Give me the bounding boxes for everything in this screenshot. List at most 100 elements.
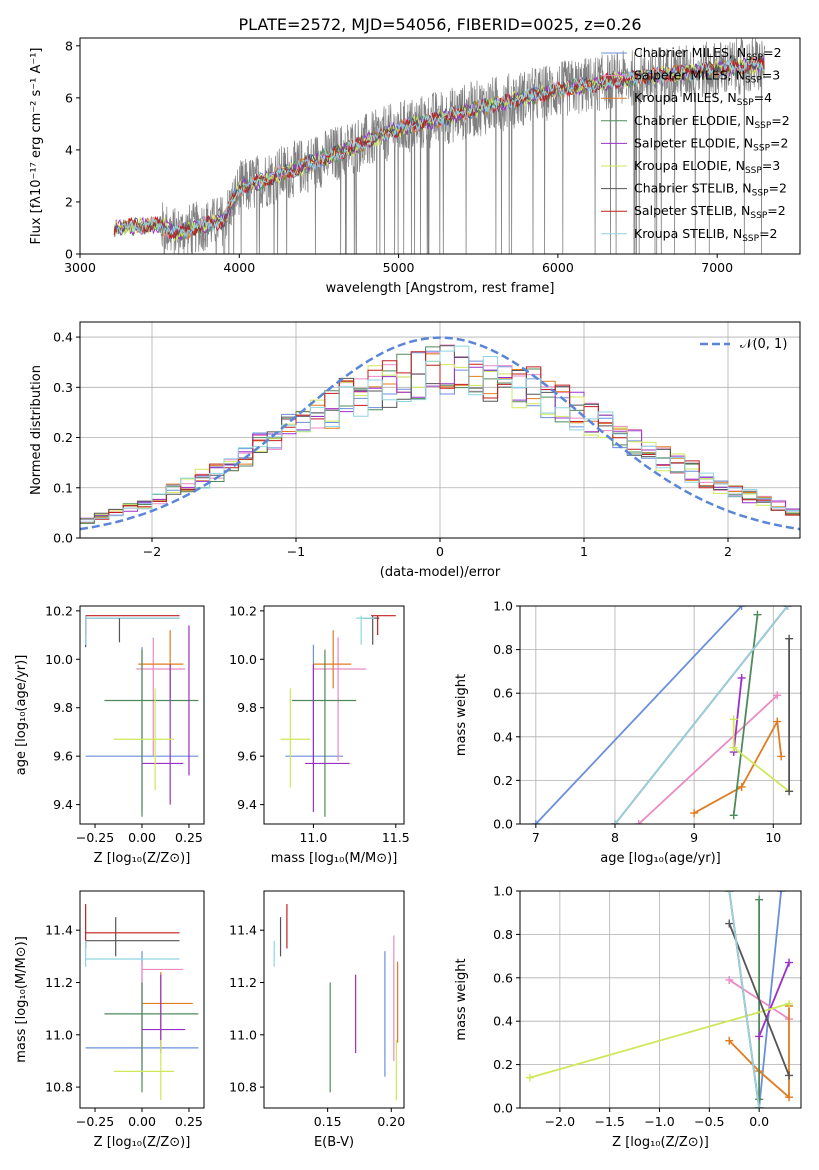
histogram-salpeter_elodie	[80, 357, 800, 519]
y-axis-label: age [log₁₀(age/yr)]	[14, 655, 29, 776]
y-tick-label: 1.0	[493, 884, 513, 899]
weight-marker	[785, 1093, 794, 1102]
y-tick-label: 10.0	[45, 652, 73, 667]
histogram-salpeter_miles	[80, 344, 800, 524]
y-tick-label: 9.8	[53, 700, 73, 715]
y-tick-label: 10.0	[229, 652, 257, 667]
x-axis-label: age [log₁₀(age/yr)]	[600, 851, 721, 866]
x-tick-label: 0.00	[128, 830, 156, 845]
y-tick-label: 0.0	[493, 817, 513, 832]
y-tick-label: 8	[65, 38, 73, 53]
y-tick-label: 0.2	[493, 773, 513, 788]
weight-line-kroupa_stelib	[728, 891, 760, 1108]
y-tick-label: 0.3	[53, 380, 73, 395]
weight-marker	[785, 1071, 794, 1080]
spectrum-legend: Chabrier MILES, NSSP=2 Salpeter MILES, NS…	[601, 45, 790, 244]
y-tick-label: 9.8	[237, 700, 257, 715]
weight-marker	[785, 999, 794, 1008]
weight-marker	[725, 1036, 734, 1045]
weight-marker	[737, 606, 746, 610]
mass_vs_Z-panel: −0.25 0.00 0.25 10.8 11.0 11.2 11.4 Z [log₁₀(Z/…	[14, 890, 205, 1150]
weight-marker	[634, 820, 643, 824]
x-tick-label: 10	[765, 830, 781, 845]
weight-marker	[753, 610, 762, 619]
y-tick-label: 4	[65, 142, 73, 157]
panels: 3000 4000 5000 6000 7000 0 2 4 6 8 wavelength [Ang…	[14, 37, 802, 1150]
weight-marker	[729, 811, 738, 820]
histogram-chabrier_miles	[80, 350, 800, 523]
x-tick-label: −1.0	[644, 1114, 674, 1129]
model-spectrum-kroupa_stelib	[113, 59, 765, 238]
weight_vs_age-plot-area	[531, 606, 794, 824]
legend-entry-kroupa_miles: Kroupa MILES, NSSP=4	[634, 90, 772, 108]
weight_vs_Z-panel: −2.0 −1.5 −1.0 −0.5 0.0 0.0 0.2 0.4 0.6 0.8 1.0 Z […	[454, 884, 802, 1150]
axes-frame	[263, 605, 405, 825]
x-tick-label: 6000	[542, 260, 574, 275]
y-tick-label: 10.8	[229, 1080, 257, 1095]
y-tick-label: 11.4	[229, 923, 257, 938]
weight-marker	[725, 919, 734, 928]
y-tick-label: 1.0	[493, 599, 513, 614]
y-axis-label: mass weight	[454, 958, 469, 1040]
y-tick-label: 10.8	[45, 1080, 73, 1095]
histogram-salpeter_stelib	[80, 351, 800, 520]
mass_vs_EBV-panel: 0.15 0.20 10.8 11.0 11.2 11.4 E(B-V)	[229, 890, 405, 1150]
x-tick-label: 0	[436, 544, 444, 559]
x-tick-label: 1	[580, 544, 588, 559]
x-axis-label: wavelength [Angstrom, rest frame]	[326, 281, 555, 296]
axes-frame	[519, 605, 802, 825]
y-tick-label: 10.2	[45, 603, 73, 618]
x-tick-label: 0.25	[175, 1114, 203, 1129]
y-tick-label: 9.6	[237, 749, 257, 764]
axes-frame	[79, 37, 801, 255]
y-tick-label: 9.4	[53, 797, 73, 812]
x-tick-label: 0.20	[377, 1114, 405, 1129]
weight-marker	[737, 673, 746, 682]
x-tick-label: 2	[724, 544, 732, 559]
legend-entry-chabrier_stelib: Chabrier STELIB, NSSP=2	[634, 181, 787, 199]
weight-marker	[773, 717, 782, 726]
weight_vs_age-panel: 7 8 9 10 0.0 0.2 0.4 0.6 0.8 1.0 age [log₁₀(age/yr…	[454, 599, 802, 866]
weight-line-salpeter_elodie	[732, 677, 743, 753]
axes-frame	[79, 321, 801, 539]
normal-reference-curve	[80, 336, 800, 531]
age_vs_mass-plot-area	[280, 615, 396, 817]
histogram-chabrier_stelib	[80, 345, 800, 520]
y-tick-label: 11.2	[229, 975, 257, 990]
weight-line-kroupa_miles	[728, 1006, 790, 1100]
weight-marker	[785, 787, 794, 796]
weight-marker	[755, 1032, 764, 1041]
weight-marker	[690, 809, 699, 818]
y-tick-label: 11.2	[45, 975, 73, 990]
y-tick-label: 11.0	[45, 1027, 73, 1042]
weight-line-chabrier_miles	[758, 891, 782, 1108]
normal-legend-label: 𝒩(0, 1)	[740, 337, 787, 352]
y-tick-label: 0.8	[493, 642, 513, 657]
x-tick-label: −0.25	[76, 1114, 114, 1129]
x-axis-label: Z [log₁₀(Z/Z⊙)]	[94, 851, 191, 866]
x-tick-label: 7000	[701, 260, 733, 275]
weight-marker	[525, 1073, 534, 1082]
legend-entry-kroupa_elodie: Kroupa ELODIE, NSSP=3	[634, 158, 780, 176]
x-axis-label: mass [log₁₀(M/M⊙)]	[271, 851, 398, 866]
weight-marker	[785, 958, 794, 967]
weight-marker	[773, 691, 782, 700]
weight-marker	[785, 634, 794, 643]
x-tick-label: 3000	[64, 260, 96, 275]
x-tick-label: 5000	[383, 260, 415, 275]
y-tick-label: 11.4	[45, 923, 73, 938]
y-tick-label: 0.0	[53, 531, 73, 546]
weight-marker	[777, 752, 786, 761]
histogram-kroupa_stelib	[80, 345, 800, 521]
x-tick-label: −2	[143, 544, 161, 559]
x-axis-label: Z [log₁₀(Z/Z⊙)]	[612, 1135, 709, 1150]
y-tick-label: 0	[65, 247, 73, 262]
y-tick-label: 2	[65, 194, 73, 209]
legend-entry-salpeter_stelib: Salpeter STELIB, NSSP=2	[634, 203, 786, 221]
x-axis-label: Z [log₁₀(Z/Z⊙)]	[94, 1135, 191, 1150]
weight-line-chabrier_miles	[535, 606, 743, 824]
mass_vs_Z-plot-area	[85, 904, 199, 1101]
x-tick-label: 9	[690, 830, 698, 845]
weight-marker	[725, 891, 734, 895]
y-tick-label: 0.2	[493, 1057, 513, 1072]
